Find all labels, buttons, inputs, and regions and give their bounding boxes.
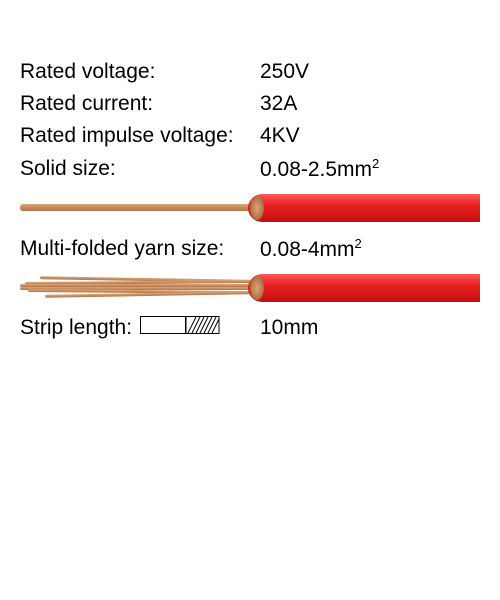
spec-value: 10mm — [260, 316, 318, 340]
spec-solid-size: Solid size: 0.08-2.5mm2 — [20, 156, 480, 182]
stranded-copper-core — [20, 278, 250, 298]
spec-value-base: 0.08-4mm — [260, 238, 355, 261]
solid-wire-illustration — [20, 190, 480, 226]
strip-length-icon — [140, 316, 220, 340]
spec-value: 0.08-4mm2 — [260, 236, 362, 262]
solid-copper-core — [20, 204, 250, 211]
red-insulation — [248, 274, 480, 302]
spec-value: 4KV — [260, 124, 300, 148]
spec-value: 32A — [260, 92, 297, 116]
spec-rated-current: Rated current: 32A — [20, 92, 480, 116]
spec-value: 0.08-2.5mm2 — [260, 156, 379, 182]
spec-label: Multi-folded yarn size: — [20, 237, 260, 261]
spec-label: Rated voltage: — [20, 60, 260, 84]
stranded-wire-illustration — [20, 270, 480, 306]
spec-label-text: Strip length: — [20, 316, 132, 340]
spec-multi-folded-yarn-size: Multi-folded yarn size: 0.08-4mm2 — [20, 236, 480, 262]
spec-value-sup: 2 — [355, 236, 362, 251]
spec-label: Rated impulse voltage: — [20, 124, 260, 148]
red-insulation — [248, 194, 480, 222]
spec-value: 250V — [260, 60, 309, 84]
spec-label: Strip length: — [20, 316, 260, 340]
spec-rated-impulse-voltage: Rated impulse voltage: 4KV — [20, 124, 480, 148]
spec-rated-voltage: Rated voltage: 250V — [20, 60, 480, 84]
spec-label: Rated current: — [20, 92, 260, 116]
spec-value-sup: 2 — [372, 156, 379, 171]
spec-label: Solid size: — [20, 157, 260, 181]
spec-value-base: 0.08-2.5mm — [260, 158, 372, 181]
spec-strip-length: Strip length: 10mm — [20, 316, 480, 340]
